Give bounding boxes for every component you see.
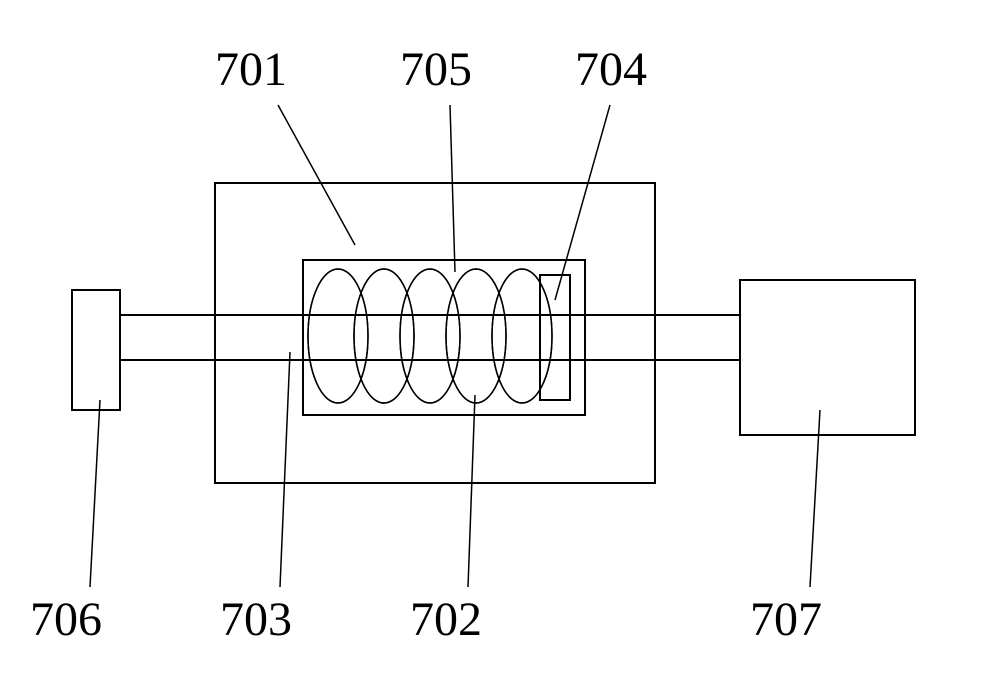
label-703: 703: [220, 592, 292, 647]
label-705: 705: [400, 42, 472, 97]
label-706: 706: [30, 592, 102, 647]
label-704: 704: [575, 42, 647, 97]
label-701: 701: [215, 42, 287, 97]
label-702: 702: [410, 592, 482, 647]
label-707: 707: [750, 592, 822, 647]
